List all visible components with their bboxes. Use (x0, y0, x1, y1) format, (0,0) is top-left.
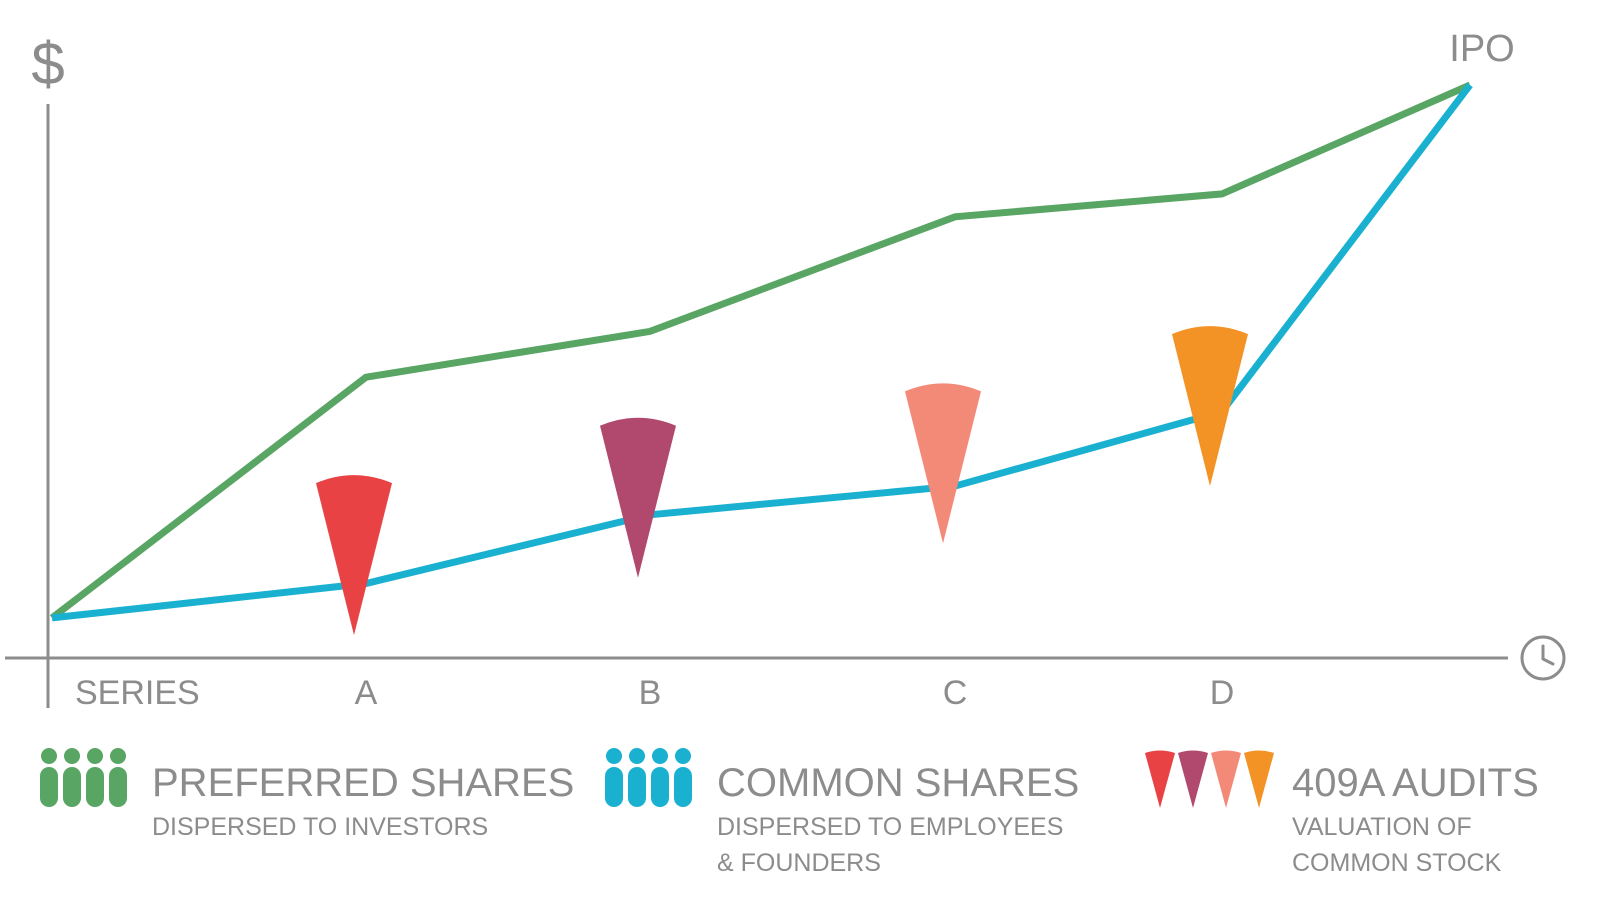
audit-wedge-4 (1172, 326, 1248, 487)
wedge-icon (1145, 750, 1274, 808)
legend-item-3: 409A AUDITS VALUATION OF COMMON STOCK (1145, 750, 1539, 877)
legend-desc: & FOUNDERS (717, 849, 881, 877)
legend-desc: DISPERSED TO INVESTORS (152, 813, 488, 841)
legend-desc: VALUATION OF (1292, 813, 1472, 841)
audit-wedge-1 (316, 475, 392, 636)
series-line-preferred (49, 81, 1472, 621)
x-end-label: IPO (1449, 28, 1514, 70)
legend-title: PREFERRED SHARES (152, 761, 574, 805)
audit-wedge-3 (905, 383, 981, 544)
y-axis-label: $ (31, 30, 64, 97)
legend-item-2: COMMON SHARES DISPERSED TO EMPLOYEES & FOU… (605, 748, 1079, 877)
series-line-common (51, 82, 1473, 622)
legend-title: 409A AUDITS (1292, 761, 1539, 805)
legend-desc: COMMON STOCK (1292, 849, 1502, 877)
legend-title: COMMON SHARES (717, 761, 1079, 805)
legend: PREFERRED SHARES DISPERSED TO INVESTORS CO… (40, 748, 1539, 877)
tick-label-d: D (1210, 674, 1235, 712)
legend-item-1: PREFERRED SHARES DISPERSED TO INVESTORS (40, 748, 574, 841)
tick-label-b: B (639, 674, 662, 712)
tick-label-a: A (355, 674, 378, 712)
legend-desc: DISPERSED TO EMPLOYEES (717, 813, 1063, 841)
tick-label-c: C (943, 674, 968, 712)
people-icon (605, 748, 692, 807)
audit-wedge-2 (600, 417, 676, 578)
x-axis-label: SERIES (75, 674, 200, 712)
people-icon (40, 748, 127, 807)
clock-icon (1520, 635, 1566, 681)
